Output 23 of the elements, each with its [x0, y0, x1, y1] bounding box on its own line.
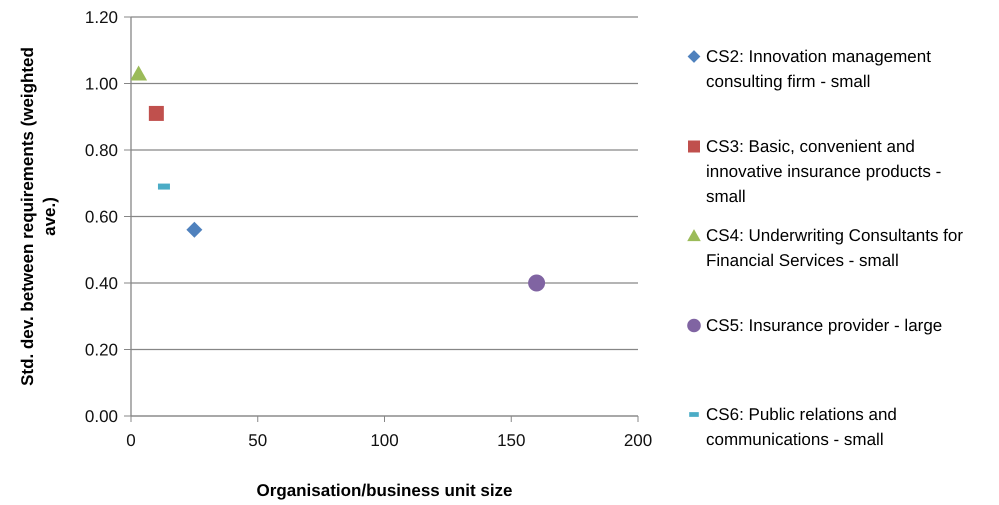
y-tick-label: 0.60	[84, 208, 118, 227]
legend-label: CS5: Insurance provider - large	[706, 314, 944, 336]
x-tick-label: 50	[248, 431, 268, 450]
legend-label: CS4: Underwriting Consultants for Financial Services - small	[706, 225, 964, 272]
legend-label: CS6: Public relations and communications - small	[706, 404, 898, 451]
y-tick-label: 1.00	[84, 74, 118, 94]
x-axis-title: Organisation/business unit size	[256, 481, 512, 500]
y-tick-label: 0.20	[84, 340, 118, 360]
y-tick-label: 1.20	[84, 8, 118, 28]
point	[131, 66, 148, 81]
y-axis-title: Std. dev. between requirements (weighted ave.)	[18, 47, 59, 386]
x-tick-label: 0	[126, 431, 136, 450]
point	[528, 274, 546, 292]
y-tick-label: 0.00	[84, 407, 118, 426]
point	[186, 222, 202, 238]
y-tick-label: 0.80	[84, 141, 118, 160]
y-tick-label: 0.40	[84, 274, 118, 294]
x-tick-label: 200	[624, 431, 652, 450]
x-tick-label: 150	[497, 431, 526, 450]
point	[148, 106, 164, 121]
legend-label: CS2: Innovation management consulting firm - small	[706, 46, 932, 93]
legend-label: CS3: Basic, convenient and innovative insurance products - small	[706, 136, 942, 208]
x-tick-label: 100	[370, 431, 399, 450]
